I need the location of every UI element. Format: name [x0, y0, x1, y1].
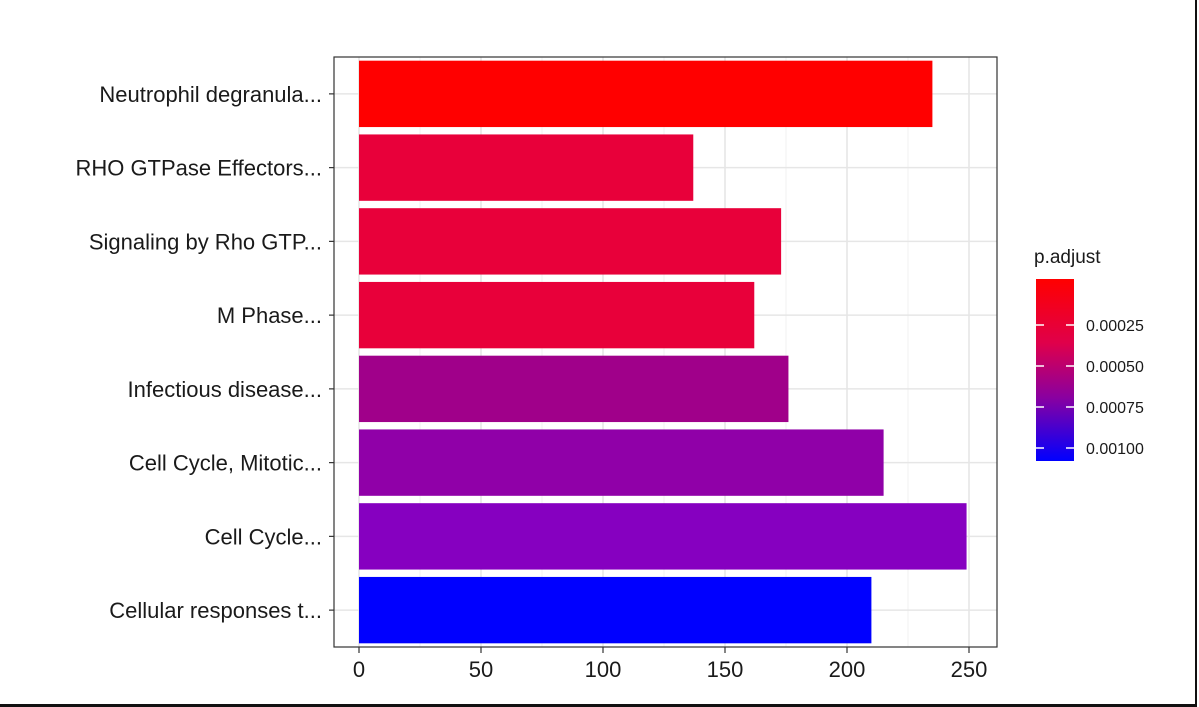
legend-label: 0.00025 [1086, 318, 1144, 335]
x-tick-label: 200 [829, 657, 866, 682]
bar [359, 503, 967, 570]
legend-title: p.adjust [1034, 247, 1101, 268]
legend-ticks: 0.00025 0.00050 0.00075 0.00100 [1036, 318, 1144, 458]
bar [359, 355, 789, 423]
bar [359, 429, 884, 496]
y-tick-label: Cell Cycle... [205, 524, 322, 549]
x-tick-label: 100 [585, 657, 622, 682]
x-tick-label: 250 [951, 657, 988, 682]
x-tick-label: 150 [707, 657, 744, 682]
panel-border [333, 56, 998, 648]
legend-label: 0.00050 [1086, 359, 1144, 376]
x-tick-label: 0 [353, 657, 365, 682]
bottom-border [0, 704, 1197, 707]
bar [359, 576, 872, 644]
legend-label: 0.00075 [1086, 400, 1144, 417]
y-tick-label: Infectious disease... [128, 377, 322, 402]
bar [359, 60, 933, 128]
y-axis: Neutrophil degranula... RHO GTPase Effect… [75, 82, 334, 623]
bottom-strip [0, 700, 1199, 707]
x-axis: 0 50 100 150 200 250 [353, 647, 987, 682]
legend-color-bar [1036, 279, 1074, 461]
y-tick-label: Cell Cycle, Mitotic... [129, 451, 322, 476]
y-tick-label: Cellular responses t... [109, 598, 322, 623]
legend-label: 0.00100 [1086, 441, 1144, 458]
y-tick-label: M Phase... [217, 303, 322, 328]
bars [359, 60, 967, 644]
y-tick-label: RHO GTPase Effectors... [75, 156, 322, 181]
bar [359, 134, 694, 201]
x-tick-label: 50 [469, 657, 493, 682]
bar [359, 208, 782, 275]
legend: p.adjust 0.00025 0.00050 0.00075 0.00100 [1034, 247, 1144, 461]
bar [359, 281, 755, 349]
right-border [1195, 0, 1197, 707]
y-tick-label: Neutrophil degranula... [99, 82, 322, 107]
y-tick-label: Signaling by Rho GTP... [89, 229, 322, 254]
